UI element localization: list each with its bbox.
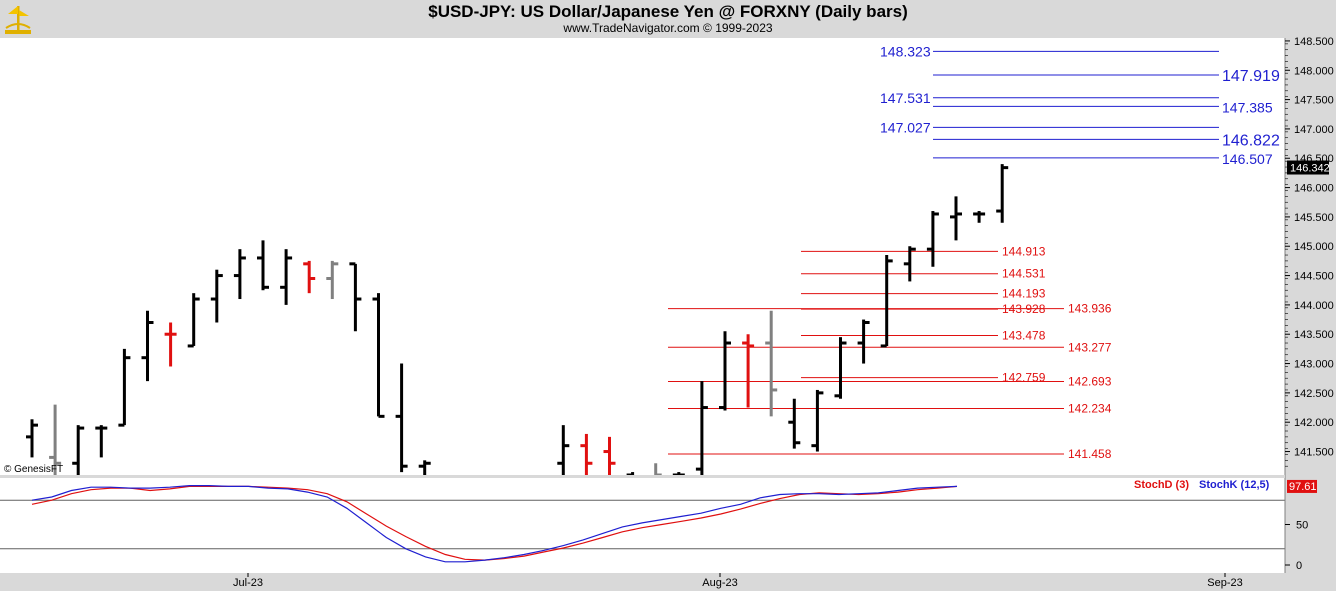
stoch-last-label: 97.61 (1289, 481, 1317, 493)
ohlc-bar (187, 293, 200, 348)
y-tick-label: 148.000 (1294, 65, 1334, 77)
ohlc-bar (973, 211, 986, 223)
stoch-last-box (1287, 479, 1317, 493)
y-tick-label: 143.500 (1294, 329, 1334, 341)
ohlc-bar (95, 425, 108, 458)
ohlc-bar (672, 472, 685, 475)
bars-layer (26, 164, 1009, 475)
ohlc-bar (418, 460, 431, 475)
ohlc-bar (280, 249, 293, 305)
x-tick-label: Aug-23 (702, 577, 737, 589)
support-label: 144.913 (1002, 244, 1046, 258)
support-label: 141.458 (1068, 447, 1112, 461)
y-tick-label: 141.500 (1294, 447, 1334, 459)
ohlc-bar (326, 260, 339, 300)
y-tick-label: 144.000 (1294, 300, 1334, 312)
ohlc-bar (372, 293, 385, 418)
resistance-label: 147.919 (1222, 68, 1280, 85)
ohlc-bar (557, 425, 570, 475)
support-label: 143.478 (1002, 329, 1046, 343)
ohlc-bar (811, 389, 824, 452)
chart-title: $USD-JPY: US Dollar/Japanese Yen @ FORXN… (428, 2, 908, 21)
support-label: 143.277 (1068, 340, 1112, 354)
x-tick-label: Jul-23 (233, 577, 263, 589)
support-label: 142.234 (1068, 401, 1112, 415)
ohlc-bar (654, 463, 662, 475)
ohlc-bar (141, 310, 154, 382)
x-tick-label: Sep-23 (1207, 577, 1242, 589)
ohlc-bar (118, 348, 131, 427)
panel-divider (0, 475, 1285, 478)
ohlc-bar (303, 260, 316, 294)
support-label: 142.693 (1068, 375, 1112, 389)
y-tick-label: 148.500 (1294, 36, 1334, 48)
y-tick-label: 144.500 (1294, 271, 1334, 283)
ohlc-bar (395, 363, 408, 473)
ohlc-bar (996, 164, 1009, 223)
resistance-label: 147.531 (880, 90, 931, 106)
stoch-series-line (31, 485, 958, 563)
ohlc-bar (233, 249, 246, 300)
ohlc-bar (349, 262, 362, 332)
levels-layer: 148.323 147.919 147.531 147.385 147.027 146.8… (668, 43, 1280, 461)
ohlc-bar (857, 319, 870, 364)
chart-header: $USD-JPY: US Dollar/Japanese Yen @ FORXN… (0, 0, 1336, 38)
ohlc-bar (603, 436, 616, 475)
ohlc-bar (742, 334, 755, 408)
axis-layer: 148.500148.000147.500147.000146.500146.0… (0, 36, 1336, 591)
ohlc-bar (765, 310, 778, 417)
support-label: 144.531 (1002, 267, 1046, 281)
ohlc-bar (164, 322, 177, 367)
support-label: 144.193 (1002, 287, 1046, 301)
stochastic-panel (0, 478, 1285, 573)
y-tick-label: 143.000 (1294, 359, 1334, 371)
stochastic-layer: StochD (3) StochK (12,5) (0, 479, 1285, 563)
last-price-label: 146.342 (1290, 163, 1330, 175)
y-tick-label: 147.000 (1294, 124, 1334, 136)
stoch-y-tick-label: 50 (1296, 520, 1308, 532)
ohlc-bar (72, 425, 85, 475)
ohlc-bar (257, 240, 269, 291)
ohlc-bar (788, 398, 801, 449)
support-label: 142.759 (1002, 371, 1046, 385)
ohlc-bar (926, 211, 939, 267)
ohlc-bar (26, 419, 38, 458)
y-tick-label: 146.000 (1294, 183, 1334, 195)
resistance-label: 147.027 (880, 119, 931, 135)
ohlc-bar (880, 255, 893, 348)
logo-icon (2, 2, 34, 36)
ohlc-bar (49, 404, 62, 475)
y-tick-label: 145.000 (1294, 241, 1334, 253)
y-tick-label: 142.500 (1294, 388, 1334, 400)
last-price-box (1287, 160, 1329, 175)
ohlc-bar (903, 246, 916, 282)
right-axis-bg (1285, 38, 1336, 591)
ohlc-bar (695, 381, 708, 475)
stoch-d-legend: StochD (3) (1134, 479, 1189, 491)
resistance-label: 148.323 (880, 43, 931, 59)
resistance-label: 147.385 (1222, 99, 1273, 115)
bottom-axis-bg (0, 573, 1336, 591)
chart-subtitle: www.TradeNavigator.com © 1999-2023 (563, 21, 773, 35)
stoch-y-tick-label: 0 (1296, 560, 1302, 572)
y-tick-label: 142.000 (1294, 417, 1334, 429)
y-tick-label: 145.500 (1294, 212, 1334, 224)
resistance-label: 146.822 (1222, 132, 1280, 149)
watermark: © GenesisFT (4, 464, 63, 475)
ohlc-bar (950, 196, 962, 241)
ohlc-bar (580, 433, 593, 475)
ohlc-bar (719, 331, 731, 411)
ohlc-bar (210, 269, 223, 323)
support-label: 143.936 (1068, 302, 1112, 316)
ohlc-bar (834, 337, 847, 399)
price-panel (0, 38, 1285, 475)
y-tick-label: 147.500 (1294, 95, 1334, 107)
resistance-label: 146.507 (1222, 151, 1273, 167)
stoch-k-legend: StochK (12,5) (1199, 479, 1270, 491)
ohlc-bar (626, 472, 635, 475)
